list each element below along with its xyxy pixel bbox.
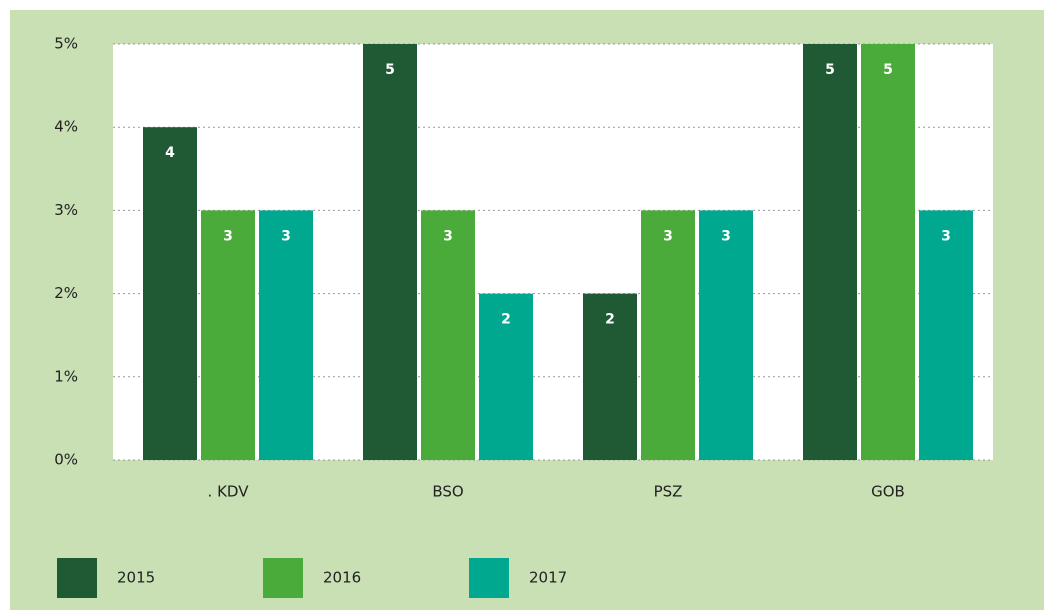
x-tick-label: BSO — [432, 483, 463, 501]
value-label: 3 — [663, 228, 673, 244]
bar — [699, 210, 753, 460]
bar — [143, 127, 197, 460]
bar — [259, 210, 313, 460]
x-tick-label: . KDV — [208, 483, 250, 501]
value-label: 5 — [825, 62, 835, 78]
legend-label: 2016 — [323, 569, 361, 587]
value-label: 5 — [883, 62, 893, 78]
value-label: 3 — [721, 228, 731, 244]
legend-swatch — [469, 558, 509, 598]
x-tick-label: GOB — [871, 483, 905, 501]
value-label: 5 — [385, 62, 395, 78]
bar — [803, 44, 857, 460]
bar — [583, 293, 637, 460]
bar — [479, 293, 533, 460]
legend-swatch — [57, 558, 97, 598]
bar — [919, 210, 973, 460]
y-tick-label: 2% — [54, 284, 78, 302]
bar — [641, 210, 695, 460]
value-label: 2 — [501, 312, 511, 328]
value-label: 4 — [165, 145, 175, 161]
x-tick-label: PSZ — [654, 483, 683, 501]
value-label: 3 — [941, 228, 951, 244]
value-label: 2 — [605, 312, 615, 328]
y-tick-label: 1% — [54, 367, 78, 385]
bar — [861, 44, 915, 460]
y-tick-label: 0% — [54, 451, 78, 469]
y-tick-label: 4% — [54, 118, 78, 136]
value-label: 3 — [443, 228, 453, 244]
bar — [363, 44, 417, 460]
value-label: 3 — [223, 228, 233, 244]
legend-swatch — [263, 558, 303, 598]
bar — [421, 210, 475, 460]
bar — [201, 210, 255, 460]
y-tick-label: 5% — [54, 35, 78, 53]
y-tick-label: 3% — [54, 201, 78, 219]
legend-label: 2015 — [117, 569, 155, 587]
legend-label: 2017 — [529, 569, 567, 587]
value-label: 3 — [281, 228, 291, 244]
